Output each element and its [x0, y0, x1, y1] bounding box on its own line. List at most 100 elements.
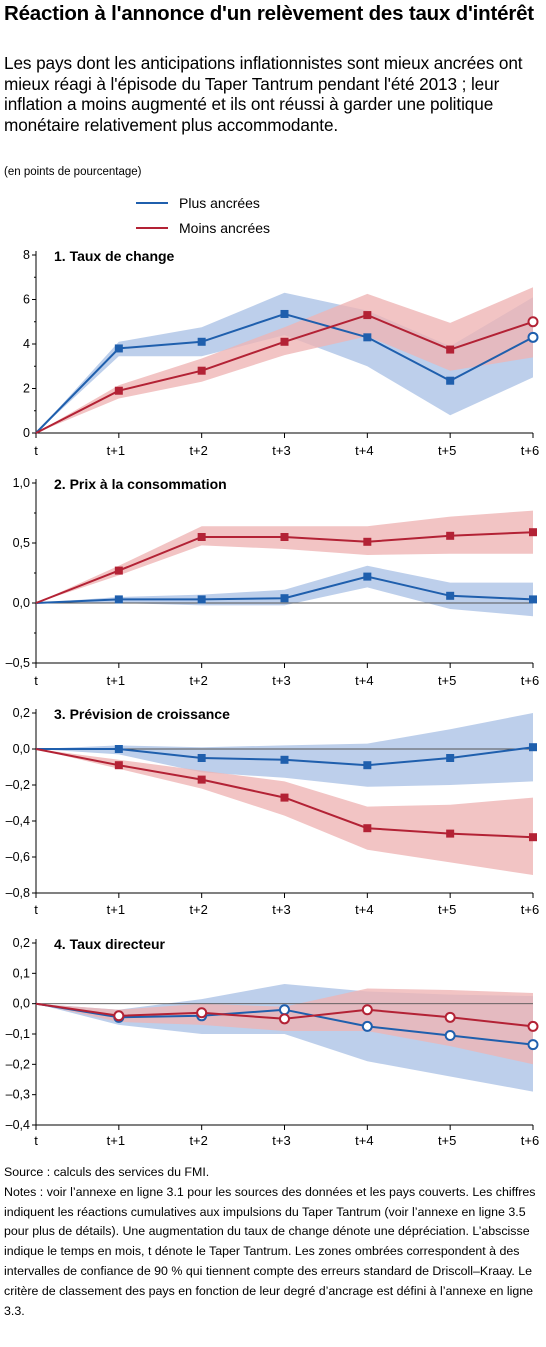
- chart-4-y-tick-label-5: 0,1: [13, 966, 30, 980]
- chart-1-point-plus-2: [197, 337, 206, 346]
- chart-4-x-tick-label-6: t+6: [521, 1133, 539, 1148]
- chart-2-point-moins-2: [197, 533, 206, 541]
- chart-3-x-tick-label-5: t+5: [438, 902, 456, 917]
- chart-3-x-tick-label-4: t+4: [355, 902, 373, 917]
- footer-source: Source : calculs des services du FMI.: [4, 1165, 210, 1179]
- chart-2-x-tick-label-1: t+1: [107, 673, 125, 688]
- chart-4-point-plus-5: [444, 1030, 456, 1042]
- chart-4-band-moins: [36, 988, 533, 1065]
- legend-swatch-moins: [136, 226, 168, 229]
- chart-1-point-moins-4: [363, 311, 372, 320]
- chart-4-x-tick-label-5: t+5: [438, 1133, 456, 1148]
- chart-2-point-plus-1: [114, 595, 123, 604]
- chart-3-point-plus-4: [363, 761, 372, 770]
- chart-1-point-moins-3: [280, 337, 289, 346]
- chart-2-y-tick-label-3: 1,0: [13, 476, 30, 490]
- chart-3-x-tick-label-2: t+2: [189, 902, 207, 917]
- chart-4-point-moins-1: [113, 1010, 125, 1022]
- chart-2-x-tick-label-5: t+5: [438, 673, 456, 688]
- chart-3-x-tick-label-0: t: [34, 902, 38, 917]
- chart-4-y-tick-label-3: –0,1: [6, 1027, 30, 1041]
- chart-1-x-tick-label-2: t+2: [189, 443, 207, 458]
- chart-3-point-moins-4: [363, 824, 372, 833]
- chart-3-band-moins: [36, 749, 533, 875]
- chart-3-point-plus-6: [529, 743, 537, 752]
- legend-item-moins: Moins ancrées: [136, 215, 270, 240]
- chart-4-point-plus-3: [279, 1004, 290, 1016]
- chart-1-x-tick-label-0: t: [34, 443, 38, 458]
- chart-2-band-plus: [36, 565, 533, 617]
- chart-3-band-plus: [36, 713, 533, 787]
- chart-4-y-tick-label-1: –0,3: [6, 1088, 30, 1102]
- chart-4-y-tick-label-2: –0,2: [6, 1057, 30, 1071]
- chart-2-point-plus-6: [529, 595, 537, 604]
- chart-2-y-tick-label-1: 0,0: [13, 596, 30, 610]
- chart-4-point-plus-6: [527, 1039, 539, 1051]
- chart-4-y-tick-label-6: 0,2: [13, 936, 30, 950]
- chart-1-band-moins: [36, 287, 533, 433]
- chart-2-point-plus-4: [363, 572, 372, 581]
- chart-2-y-tick-label-0: –0,5: [6, 656, 30, 670]
- chart-3-point-plus-1: [114, 745, 123, 753]
- chart-2-point-plus-3: [280, 594, 289, 603]
- chart-4-x-tick-label-0: t: [34, 1133, 38, 1148]
- chart-4-x-tick-label-3: t+3: [272, 1133, 290, 1148]
- chart-1-point-plus-6: [527, 331, 539, 343]
- chart-1-point-plus-4: [363, 333, 372, 342]
- chart-2-title: 2. Prix à la consommation: [54, 476, 227, 492]
- chart-3-y-tick-label-5: 0,2: [13, 706, 30, 720]
- chart-1-point-moins-5: [446, 345, 455, 354]
- chart-1-x-tick-label-1: t+1: [107, 443, 125, 458]
- footer-notes: Notes : voir l’annexe en ligne 3.1 pour …: [4, 1184, 536, 1318]
- chart-3-point-moins-1: [114, 761, 123, 770]
- chart-2-point-moins-3: [280, 533, 289, 541]
- chart-1-title: 1. Taux de change: [54, 248, 175, 264]
- chart-1-point-moins-2: [197, 366, 206, 375]
- chart-3-y-tick-label-4: 0,0: [13, 742, 30, 756]
- legend-swatch-plus: [136, 201, 168, 204]
- chart-3-point-plus-3: [280, 755, 289, 764]
- chart-2-x-tick-label-2: t+2: [189, 673, 207, 688]
- legend: Plus ancrées Moins ancrées: [136, 190, 270, 240]
- chart-3-point-moins-6: [529, 833, 537, 842]
- chart-3-y-tick-label-3: –0,2: [6, 778, 30, 792]
- chart-2-point-plus-5: [446, 591, 455, 600]
- chart-2-point-moins-6: [529, 528, 537, 537]
- chart-2-point-moins-1: [114, 566, 123, 575]
- chart-2-point-plus-2: [197, 595, 206, 604]
- chart-4-point-moins-4: [361, 1004, 373, 1016]
- chart-2-point-moins-4: [363, 537, 372, 546]
- chart-1-point-plus-5: [446, 376, 455, 385]
- legend-label-moins: Moins ancrées: [179, 219, 271, 236]
- chart-1-x-tick-label-4: t+4: [355, 443, 373, 458]
- chart-1-y-tick-label-0: 0: [23, 426, 30, 440]
- legend-item-plus: Plus ancrées: [136, 190, 270, 215]
- chart-3-point-plus-5: [446, 754, 455, 762]
- chart-1-x-tick-label-3: t+3: [272, 443, 290, 458]
- legend-label-plus: Plus ancrées: [179, 194, 260, 211]
- chart-2-x-tick-label-3: t+3: [272, 673, 290, 688]
- chart-1-y-tick-label-2: 4: [23, 337, 30, 351]
- page-subtitle: Les pays dont les anticipations inflatio…: [4, 53, 523, 135]
- chart-4-point-moins-5: [444, 1011, 456, 1023]
- chart-1-point-plus-3: [280, 309, 289, 318]
- chart-4-point-plus-4: [361, 1020, 373, 1032]
- chart-3-point-moins-2: [197, 775, 206, 784]
- chart-3-x-tick-label-1: t+1: [107, 902, 125, 917]
- chart-2-point-moins-5: [446, 531, 455, 540]
- chart-3-point-moins-3: [280, 793, 289, 802]
- chart-3-title: 3. Prévision de croissance: [54, 706, 230, 722]
- chart-1-y-tick-label-3: 6: [23, 293, 30, 307]
- chart-3-point-moins-5: [446, 829, 455, 838]
- chart-3-y-tick-label-0: –0,8: [6, 886, 30, 900]
- chart-2-x-tick-label-6: t+6: [521, 673, 539, 688]
- chart-1-point-moins-6: [527, 316, 539, 328]
- chart-3-x-tick-label-6: t+6: [521, 902, 539, 917]
- chart-2-x-tick-label-4: t+4: [355, 673, 373, 688]
- chart-4-point-moins-3: [279, 1013, 290, 1025]
- chart-2-y-tick-label-2: 0,5: [13, 536, 30, 550]
- chart-3-y-tick-label-1: –0,6: [6, 850, 30, 864]
- chart-4-point-moins-2: [196, 1007, 208, 1019]
- chart-1-point-moins-1: [114, 386, 123, 395]
